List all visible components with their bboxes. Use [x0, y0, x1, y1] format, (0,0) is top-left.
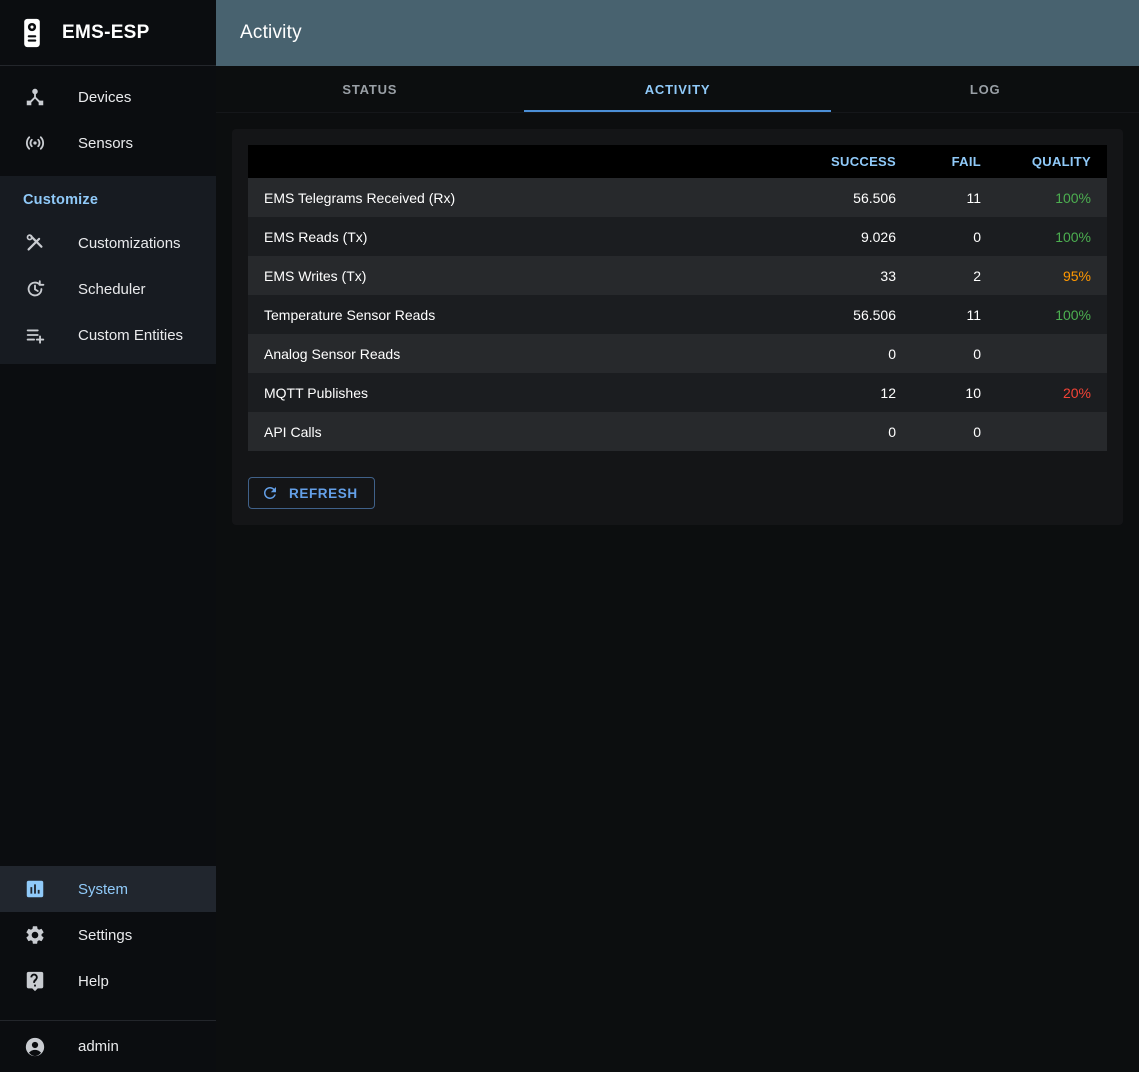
row-success: 9.026 — [860, 228, 896, 245]
sidebar-item-label: Sensors — [78, 134, 134, 152]
sidebar-item-help[interactable]: Help — [0, 958, 216, 1004]
sidebar-header: EMS-ESP — [0, 0, 216, 66]
sidebar-item-devices[interactable]: Devices — [0, 74, 216, 120]
playlist-add-icon — [24, 324, 46, 346]
tab-status[interactable]: STATUS — [342, 81, 398, 97]
row-name: API Calls — [264, 423, 322, 440]
row-fail: 11 — [966, 306, 981, 323]
row-name: EMS Writes (Tx) — [264, 267, 367, 284]
account-circle-icon — [24, 1036, 46, 1058]
sidebar-item-label: Settings — [78, 926, 133, 944]
row-quality — [997, 334, 1107, 373]
table-row: API Calls 0 0 — [248, 412, 1107, 451]
activity-table-body: EMS Telegrams Received (Rx) 56.506 11 10… — [248, 178, 1107, 451]
table-row: EMS Reads (Tx) 9.026 0 100% — [248, 217, 1107, 256]
row-name: EMS Reads (Tx) — [264, 228, 368, 245]
sidebar-item-label: Custom Entities — [78, 326, 184, 344]
customize-section-title: Customize — [23, 192, 99, 208]
tab-activity[interactable]: ACTIVITY — [523, 66, 832, 112]
row-success: 0 — [888, 423, 896, 440]
device-hub-icon — [24, 86, 46, 108]
sidebar-item-label: Help — [78, 972, 109, 990]
refresh-button[interactable]: REFRESH — [248, 477, 375, 509]
row-fail: 10 — [965, 384, 981, 401]
table-row: MQTT Publishes 12 10 20% — [248, 373, 1107, 412]
refresh-icon — [261, 484, 279, 502]
row-quality: 20% — [1062, 384, 1091, 401]
activity-panel: SUCCESS FAIL QUALITY EMS Telegrams Recei… — [232, 129, 1123, 525]
clock-update-icon — [24, 278, 46, 300]
row-quality: 100% — [1055, 228, 1091, 245]
table-row: Analog Sensor Reads 0 0 — [248, 334, 1107, 373]
sidebar-item-system[interactable]: System — [0, 866, 216, 912]
row-fail: 0 — [973, 345, 981, 362]
help-icon — [24, 970, 46, 992]
sensors-icon — [24, 132, 46, 154]
column-header-name — [248, 145, 787, 178]
table-row: EMS Writes (Tx) 33 2 95% — [248, 256, 1107, 295]
sidebar-divider — [0, 1020, 216, 1021]
column-header-success: SUCCESS — [787, 145, 912, 178]
sidebar-item-settings[interactable]: Settings — [0, 912, 216, 958]
sidebar-item-label: Customizations — [78, 234, 181, 252]
activity-table-header: SUCCESS FAIL QUALITY — [248, 145, 1107, 178]
row-quality: 100% — [1055, 306, 1091, 323]
sidebar-spacer — [0, 364, 216, 866]
column-header-fail: FAIL — [912, 145, 997, 178]
row-name: EMS Telegrams Received (Rx) — [264, 189, 456, 206]
table-row: EMS Telegrams Received (Rx) 56.506 11 10… — [248, 178, 1107, 217]
tab-log[interactable]: LOG — [969, 81, 1001, 97]
row-fail: 0 — [973, 423, 981, 440]
sidebar-item-label: Devices — [78, 88, 132, 106]
sidebar-bottom-nav: System Settings Help — [0, 866, 216, 1072]
tools-icon — [24, 232, 46, 254]
sidebar-item-label: Scheduler — [78, 280, 146, 298]
page-title: Activity — [240, 22, 302, 43]
row-fail: 2 — [973, 267, 981, 284]
tab-bar: STATUS ACTIVITY LOG — [216, 66, 1139, 113]
row-fail: 0 — [973, 228, 981, 245]
row-fail: 11 — [966, 189, 981, 206]
sidebar-item-sensors[interactable]: Sensors — [0, 120, 216, 166]
row-name: Analog Sensor Reads — [264, 345, 401, 362]
bar-chart-icon — [24, 878, 46, 900]
row-quality: 100% — [1055, 189, 1091, 206]
refresh-button-label: REFRESH — [289, 485, 358, 501]
app-title: EMS-ESP — [62, 21, 150, 43]
activity-table: SUCCESS FAIL QUALITY EMS Telegrams Recei… — [248, 145, 1107, 451]
sidebar-item-custom-entities[interactable]: Custom Entities — [0, 312, 216, 358]
sidebar-item-label: System — [78, 880, 129, 898]
row-success: 12 — [880, 384, 896, 401]
sidebar-item-scheduler[interactable]: Scheduler — [0, 266, 216, 312]
row-name: Temperature Sensor Reads — [264, 306, 436, 323]
column-header-quality: QUALITY — [997, 145, 1107, 178]
topbar: Activity — [216, 0, 1139, 66]
row-success: 0 — [888, 345, 896, 362]
sidebar: EMS-ESP Devices Sensors Customize — [0, 0, 216, 1072]
content-area: Activity STATUS ACTIVITY LOG SUCCESS — [216, 0, 1139, 1072]
row-success: 56.506 — [853, 306, 896, 323]
user-label: admin — [78, 1038, 119, 1055]
sidebar-item-user[interactable]: admin — [0, 1021, 216, 1072]
row-name: MQTT Publishes — [264, 384, 368, 401]
row-success: 56.506 — [853, 189, 896, 206]
row-quality — [997, 412, 1107, 451]
row-quality: 95% — [1062, 267, 1091, 284]
sidebar-item-customizations[interactable]: Customizations — [0, 220, 216, 266]
main-panel: STATUS ACTIVITY LOG SUCCESS FAIL QUALIT — [216, 66, 1139, 1072]
app-logo-icon — [14, 15, 50, 51]
sidebar-nav: Devices Sensors Customize — [0, 66, 216, 364]
table-row: Temperature Sensor Reads 56.506 11 100% — [248, 295, 1107, 334]
gear-icon — [24, 924, 46, 946]
sidebar-section-customize: Customize Customizations — [0, 176, 216, 364]
row-success: 33 — [880, 267, 896, 284]
